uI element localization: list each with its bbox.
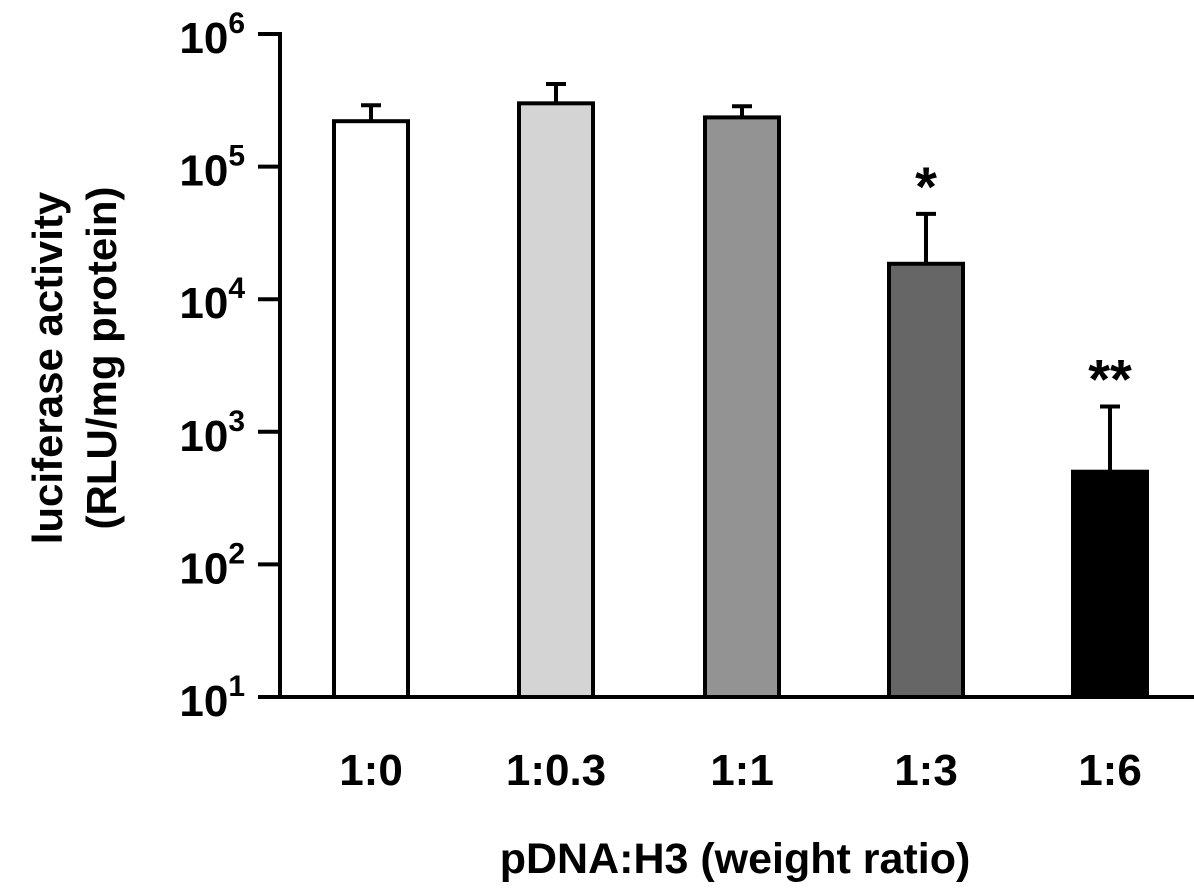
bar xyxy=(887,261,965,699)
significance-marker: ** xyxy=(1088,348,1132,411)
y-tick-label: 103 xyxy=(179,405,245,461)
significance-marker: * xyxy=(915,155,937,218)
y-axis: 101 102 103 104 105 106 xyxy=(179,7,280,726)
y-tick-label: 102 xyxy=(179,537,245,593)
x-category-label: 1:0 xyxy=(339,746,403,795)
y-tick-label: 105 xyxy=(179,140,245,196)
bar xyxy=(1071,469,1149,699)
bars: *** xyxy=(332,81,1149,699)
y-axis-label-line2: (RLU/mg protein) xyxy=(78,187,125,530)
x-category-label: 1:6 xyxy=(1078,746,1142,795)
x-category-label: 1:1 xyxy=(710,746,774,795)
x-axis-categories: 1:0 1:0.3 1:1 1:3 1:6 xyxy=(339,746,1142,795)
bar xyxy=(517,101,595,699)
x-category-label: 1:3 xyxy=(894,746,958,795)
y-tick-label: 104 xyxy=(179,272,245,328)
bar xyxy=(332,119,410,699)
axes xyxy=(278,32,1194,699)
y-tick-label: 101 xyxy=(179,670,245,726)
y-tick-label: 106 xyxy=(179,7,245,63)
x-axis-label: pDNA:H3 (weight ratio) xyxy=(500,835,971,883)
x-category-label: 1:0.3 xyxy=(506,746,606,795)
bar xyxy=(703,115,781,699)
y-axis-label: luciferase activity (RLU/mg protein) xyxy=(24,187,125,545)
y-axis-label-line1: luciferase activity xyxy=(24,191,71,544)
